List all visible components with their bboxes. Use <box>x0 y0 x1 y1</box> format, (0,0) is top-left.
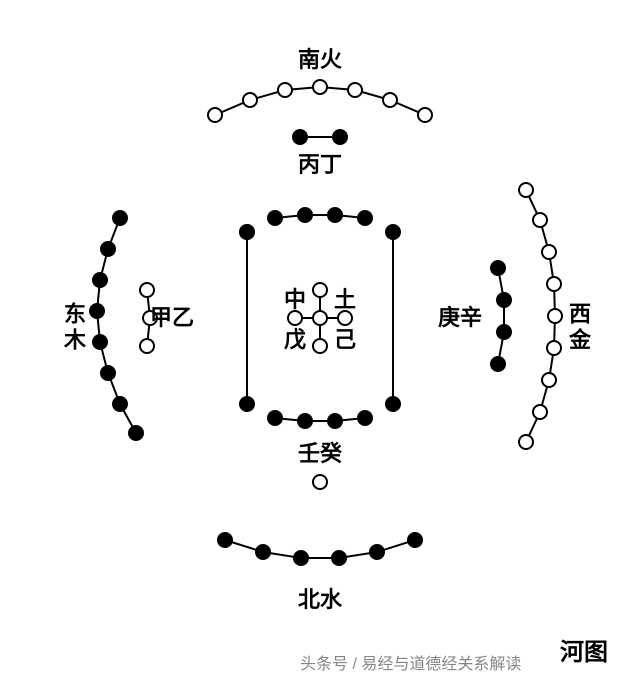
north-six-dot <box>293 550 309 566</box>
ji: 己 <box>334 327 356 353</box>
east-eight-dot <box>92 272 108 288</box>
center-top-row-dot <box>357 210 373 226</box>
bingding: 丙丁 <box>298 152 342 178</box>
south-seven-dot <box>347 82 363 98</box>
west-four-dot <box>496 292 512 308</box>
center-five-dot <box>312 310 328 326</box>
north-six-dot <box>255 544 271 560</box>
east-three-dot <box>139 282 155 298</box>
north-label: 北水 <box>298 587 342 613</box>
watermark-text: 头条号 / 易经与道德经关系解读 <box>300 650 521 674</box>
west-nine-dot <box>547 308 563 324</box>
center-bottom-row-dot <box>357 410 373 426</box>
south-two-dot <box>332 129 348 145</box>
west-nine-dot <box>518 434 534 450</box>
south-seven-dot <box>312 79 328 95</box>
south-seven-dot <box>382 92 398 108</box>
east-eight-dot <box>89 303 105 319</box>
center-top-row-dot <box>267 210 283 226</box>
center-bottom-row-dot <box>267 410 283 426</box>
rengui: 壬癸 <box>298 441 342 467</box>
west-nine-dot <box>532 212 548 228</box>
west-nine-dot <box>518 182 534 198</box>
gengxin: 庚辛 <box>438 305 482 331</box>
connector-line <box>246 232 248 404</box>
west-nine-dot <box>546 340 562 356</box>
south-seven-dot <box>277 82 293 98</box>
west-nine-dot <box>532 404 548 420</box>
west-four-dot <box>496 324 512 340</box>
south-label: 南火 <box>298 47 342 73</box>
south-two-dot <box>292 129 308 145</box>
east-eight-dot <box>100 365 116 381</box>
north-six-dot <box>331 550 347 566</box>
diagram-title: 河图 <box>560 632 608 667</box>
wu: 戊 <box>284 327 306 353</box>
center-top-row-dot <box>327 207 343 223</box>
north-six-dot <box>369 544 385 560</box>
tu: 土 <box>334 287 356 313</box>
south-seven-dot <box>242 92 258 108</box>
east-eight-dot <box>128 425 144 441</box>
west-four-dot <box>490 356 506 372</box>
east-eight-dot <box>112 396 128 412</box>
center-left-col-dot <box>239 396 255 412</box>
center-five-dot <box>312 338 328 354</box>
center-bottom-row-dot <box>297 413 313 429</box>
center-top-row-dot <box>297 207 313 223</box>
north-one-dot <box>312 474 328 490</box>
west-label: 西 金 <box>569 302 591 355</box>
east-label: 东 木 <box>64 302 86 355</box>
center-bottom-row-dot <box>327 413 343 429</box>
center-right-col-dot <box>385 396 401 412</box>
center-corner-tl-dot <box>239 224 255 240</box>
north-six-dot <box>217 532 233 548</box>
east-three-dot <box>139 338 155 354</box>
east-eight-dot <box>100 241 116 257</box>
west-nine-dot <box>541 244 557 260</box>
center-five-dot <box>312 282 328 298</box>
south-seven-dot <box>417 107 433 123</box>
west-nine-dot <box>541 372 557 388</box>
center-right-col-dot <box>385 224 401 240</box>
west-four-dot <box>490 260 506 276</box>
connector-line <box>392 232 394 404</box>
jiayi: 甲乙 <box>150 305 194 331</box>
south-seven-dot <box>207 107 223 123</box>
hetu-diagram: 南火北水 东 木 西 金 丙丁壬癸 甲乙 庚辛 中 土戊 己河图头条号 / 易经与道德经关系解读 <box>0 0 640 676</box>
north-six-dot <box>407 532 423 548</box>
east-eight-dot <box>92 334 108 350</box>
east-eight-dot <box>112 210 128 226</box>
west-nine-dot <box>546 276 562 292</box>
zhong: 中 <box>284 287 306 313</box>
